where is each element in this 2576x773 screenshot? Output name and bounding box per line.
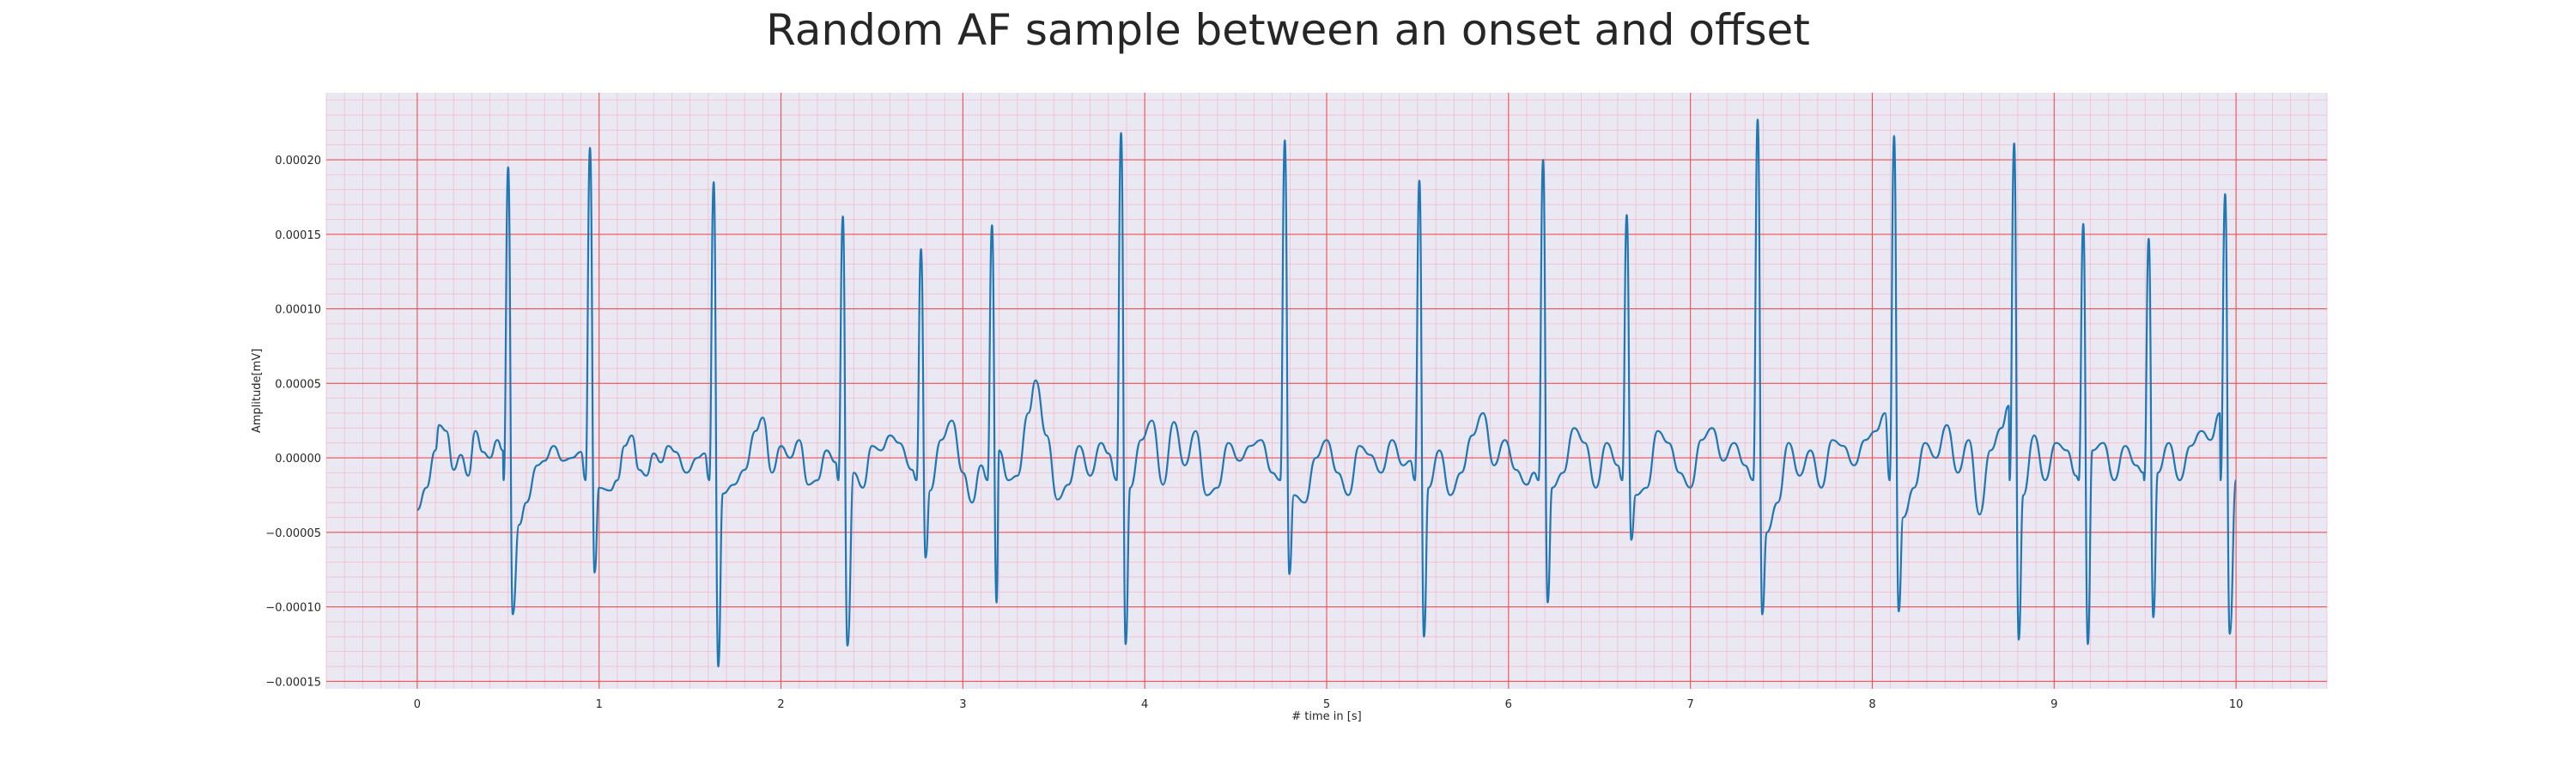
ecg-series-line — [416, 119, 2238, 668]
x-tick-label: 3 — [959, 698, 966, 711]
y-axis-label: Amplitude[mV] — [251, 349, 264, 433]
y-tick-label: 0.00005 — [275, 378, 321, 391]
y-tick-label: −0.00010 — [265, 602, 321, 615]
x-tick-label: 9 — [2050, 698, 2057, 711]
y-tick-label: −0.00015 — [265, 676, 321, 689]
chart-title: Random AF sample between an onset and of… — [766, 5, 1810, 55]
y-tick-label: 0.00000 — [275, 453, 321, 466]
x-tick-label: 2 — [777, 698, 784, 711]
y-tick-label: 0.00015 — [275, 229, 321, 242]
x-tick-label: 1 — [596, 698, 603, 711]
x-tick-label: 0 — [414, 698, 421, 711]
x-tick-label: 4 — [1141, 698, 1148, 711]
y-axis-ticks: −0.00015 −0.00010 −0.00005 0.00000 0.00005 0.… — [265, 155, 321, 689]
x-tick-label: 6 — [1505, 698, 1512, 711]
y-tick-label: 0.00010 — [275, 304, 321, 317]
x-tick-label: 10 — [2229, 698, 2244, 711]
x-tick-label: 5 — [1323, 698, 1330, 711]
x-axis-label: # time in [s] — [1291, 710, 1361, 723]
x-tick-label: 8 — [1868, 698, 1875, 711]
x-tick-label: 7 — [1686, 698, 1693, 711]
x-axis-ticks: 0 1 2 3 4 5 6 7 8 9 10 — [414, 698, 2244, 711]
y-tick-label: 0.00020 — [275, 155, 321, 167]
y-tick-label: −0.00005 — [265, 527, 321, 540]
major-grid — [326, 93, 2327, 689]
